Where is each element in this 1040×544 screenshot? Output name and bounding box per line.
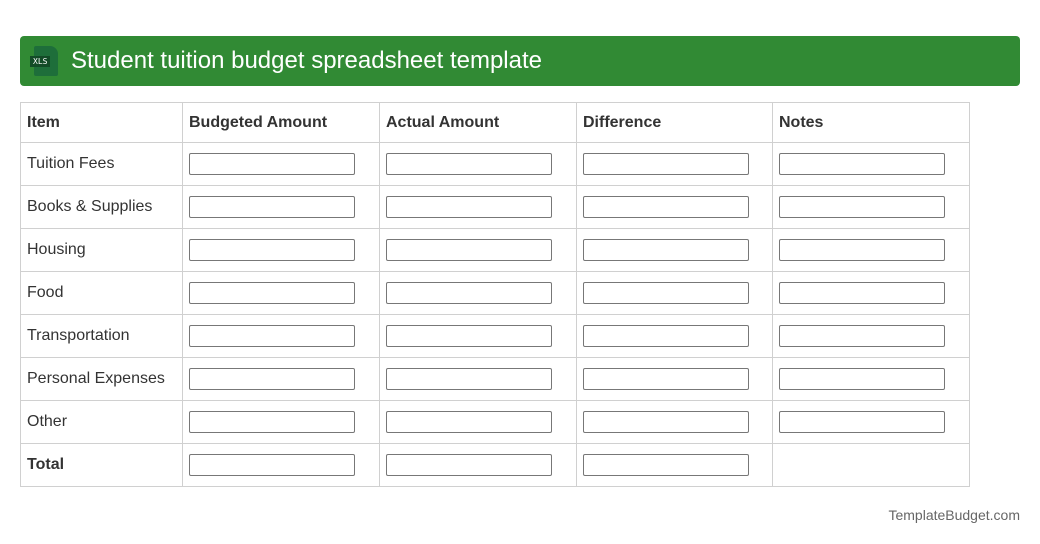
cell [576,443,773,487]
column-header: Item [20,102,183,143]
difference-input[interactable] [583,196,749,218]
difference-input[interactable] [583,153,749,175]
cell [772,142,970,186]
column-header: Budgeted Amount [182,102,380,143]
actual-amount-input[interactable] [386,411,552,433]
cell [772,185,970,229]
column-header: Notes [772,102,970,143]
actual-amount-input[interactable] [386,282,552,304]
table-row: Food [20,271,970,315]
cell [182,185,380,229]
actual-amount-input[interactable] [386,325,552,347]
column-header: Difference [576,102,773,143]
cell [379,142,577,186]
cell [576,357,773,401]
header-row: Item Budgeted Amount Actual Amount Differen… [20,102,970,143]
budgeted-amount-input[interactable] [189,368,355,390]
difference-input[interactable] [583,454,749,476]
cell [182,142,380,186]
cell [379,443,577,487]
table-row: Other [20,400,970,444]
table-row: Transportation [20,314,970,358]
difference-input[interactable] [583,282,749,304]
cell [772,357,970,401]
budgeted-amount-input[interactable] [189,282,355,304]
xls-file-icon: XLS [30,46,58,76]
budgeted-amount-input[interactable] [189,239,355,261]
table-row: Books & Supplies [20,185,970,229]
budgeted-amount-input[interactable] [189,325,355,347]
difference-input[interactable] [583,411,749,433]
item-label: Books & Supplies [20,185,183,229]
cell [772,400,970,444]
cell [379,228,577,272]
cell [772,228,970,272]
cell [182,228,380,272]
cell [379,271,577,315]
budgeted-amount-input[interactable] [189,411,355,433]
notes-input[interactable] [779,239,945,261]
budgeted-amount-input[interactable] [189,153,355,175]
cell [576,185,773,229]
footer-credit[interactable]: TemplateBudget.com [888,507,1020,523]
cell [182,400,380,444]
notes-input[interactable] [779,411,945,433]
cell [379,357,577,401]
difference-input[interactable] [583,325,749,347]
column-header: Actual Amount [379,102,577,143]
total-row: Total [20,443,970,487]
cell [576,271,773,315]
cell [182,271,380,315]
page-title: Student tuition budget spreadsheet templ… [71,47,542,74]
cell [576,400,773,444]
notes-input[interactable] [779,153,945,175]
notes-input[interactable] [779,196,945,218]
actual-amount-input[interactable] [386,368,552,390]
cell [576,228,773,272]
item-label: Transportation [20,314,183,358]
title-banner: XLS Student tuition budget spreadsheet t… [20,36,1020,86]
cell [772,271,970,315]
actual-amount-input[interactable] [386,153,552,175]
cell [379,400,577,444]
actual-amount-input[interactable] [386,454,552,476]
table-row: Personal Expenses [20,357,970,401]
cell [772,314,970,358]
cell [379,314,577,358]
budgeted-amount-input[interactable] [189,454,355,476]
item-label: Food [20,271,183,315]
cell [379,185,577,229]
difference-input[interactable] [583,239,749,261]
item-label: Other [20,400,183,444]
notes-input[interactable] [779,325,945,347]
table-row: Tuition Fees [20,142,970,186]
xls-label: XLS [30,56,51,67]
cell [576,142,773,186]
difference-input[interactable] [583,368,749,390]
item-label: Total [20,443,183,487]
table-row: Housing [20,228,970,272]
cell [182,357,380,401]
notes-input[interactable] [779,282,945,304]
cell [182,443,380,487]
cell [182,314,380,358]
cell [576,314,773,358]
item-label: Personal Expenses [20,357,183,401]
actual-amount-input[interactable] [386,196,552,218]
item-label: Tuition Fees [20,142,183,186]
budget-table: Item Budgeted Amount Actual Amount Differen… [20,102,970,487]
actual-amount-input[interactable] [386,239,552,261]
budgeted-amount-input[interactable] [189,196,355,218]
notes-input[interactable] [779,368,945,390]
item-label: Housing [20,228,183,272]
cell [772,443,970,487]
